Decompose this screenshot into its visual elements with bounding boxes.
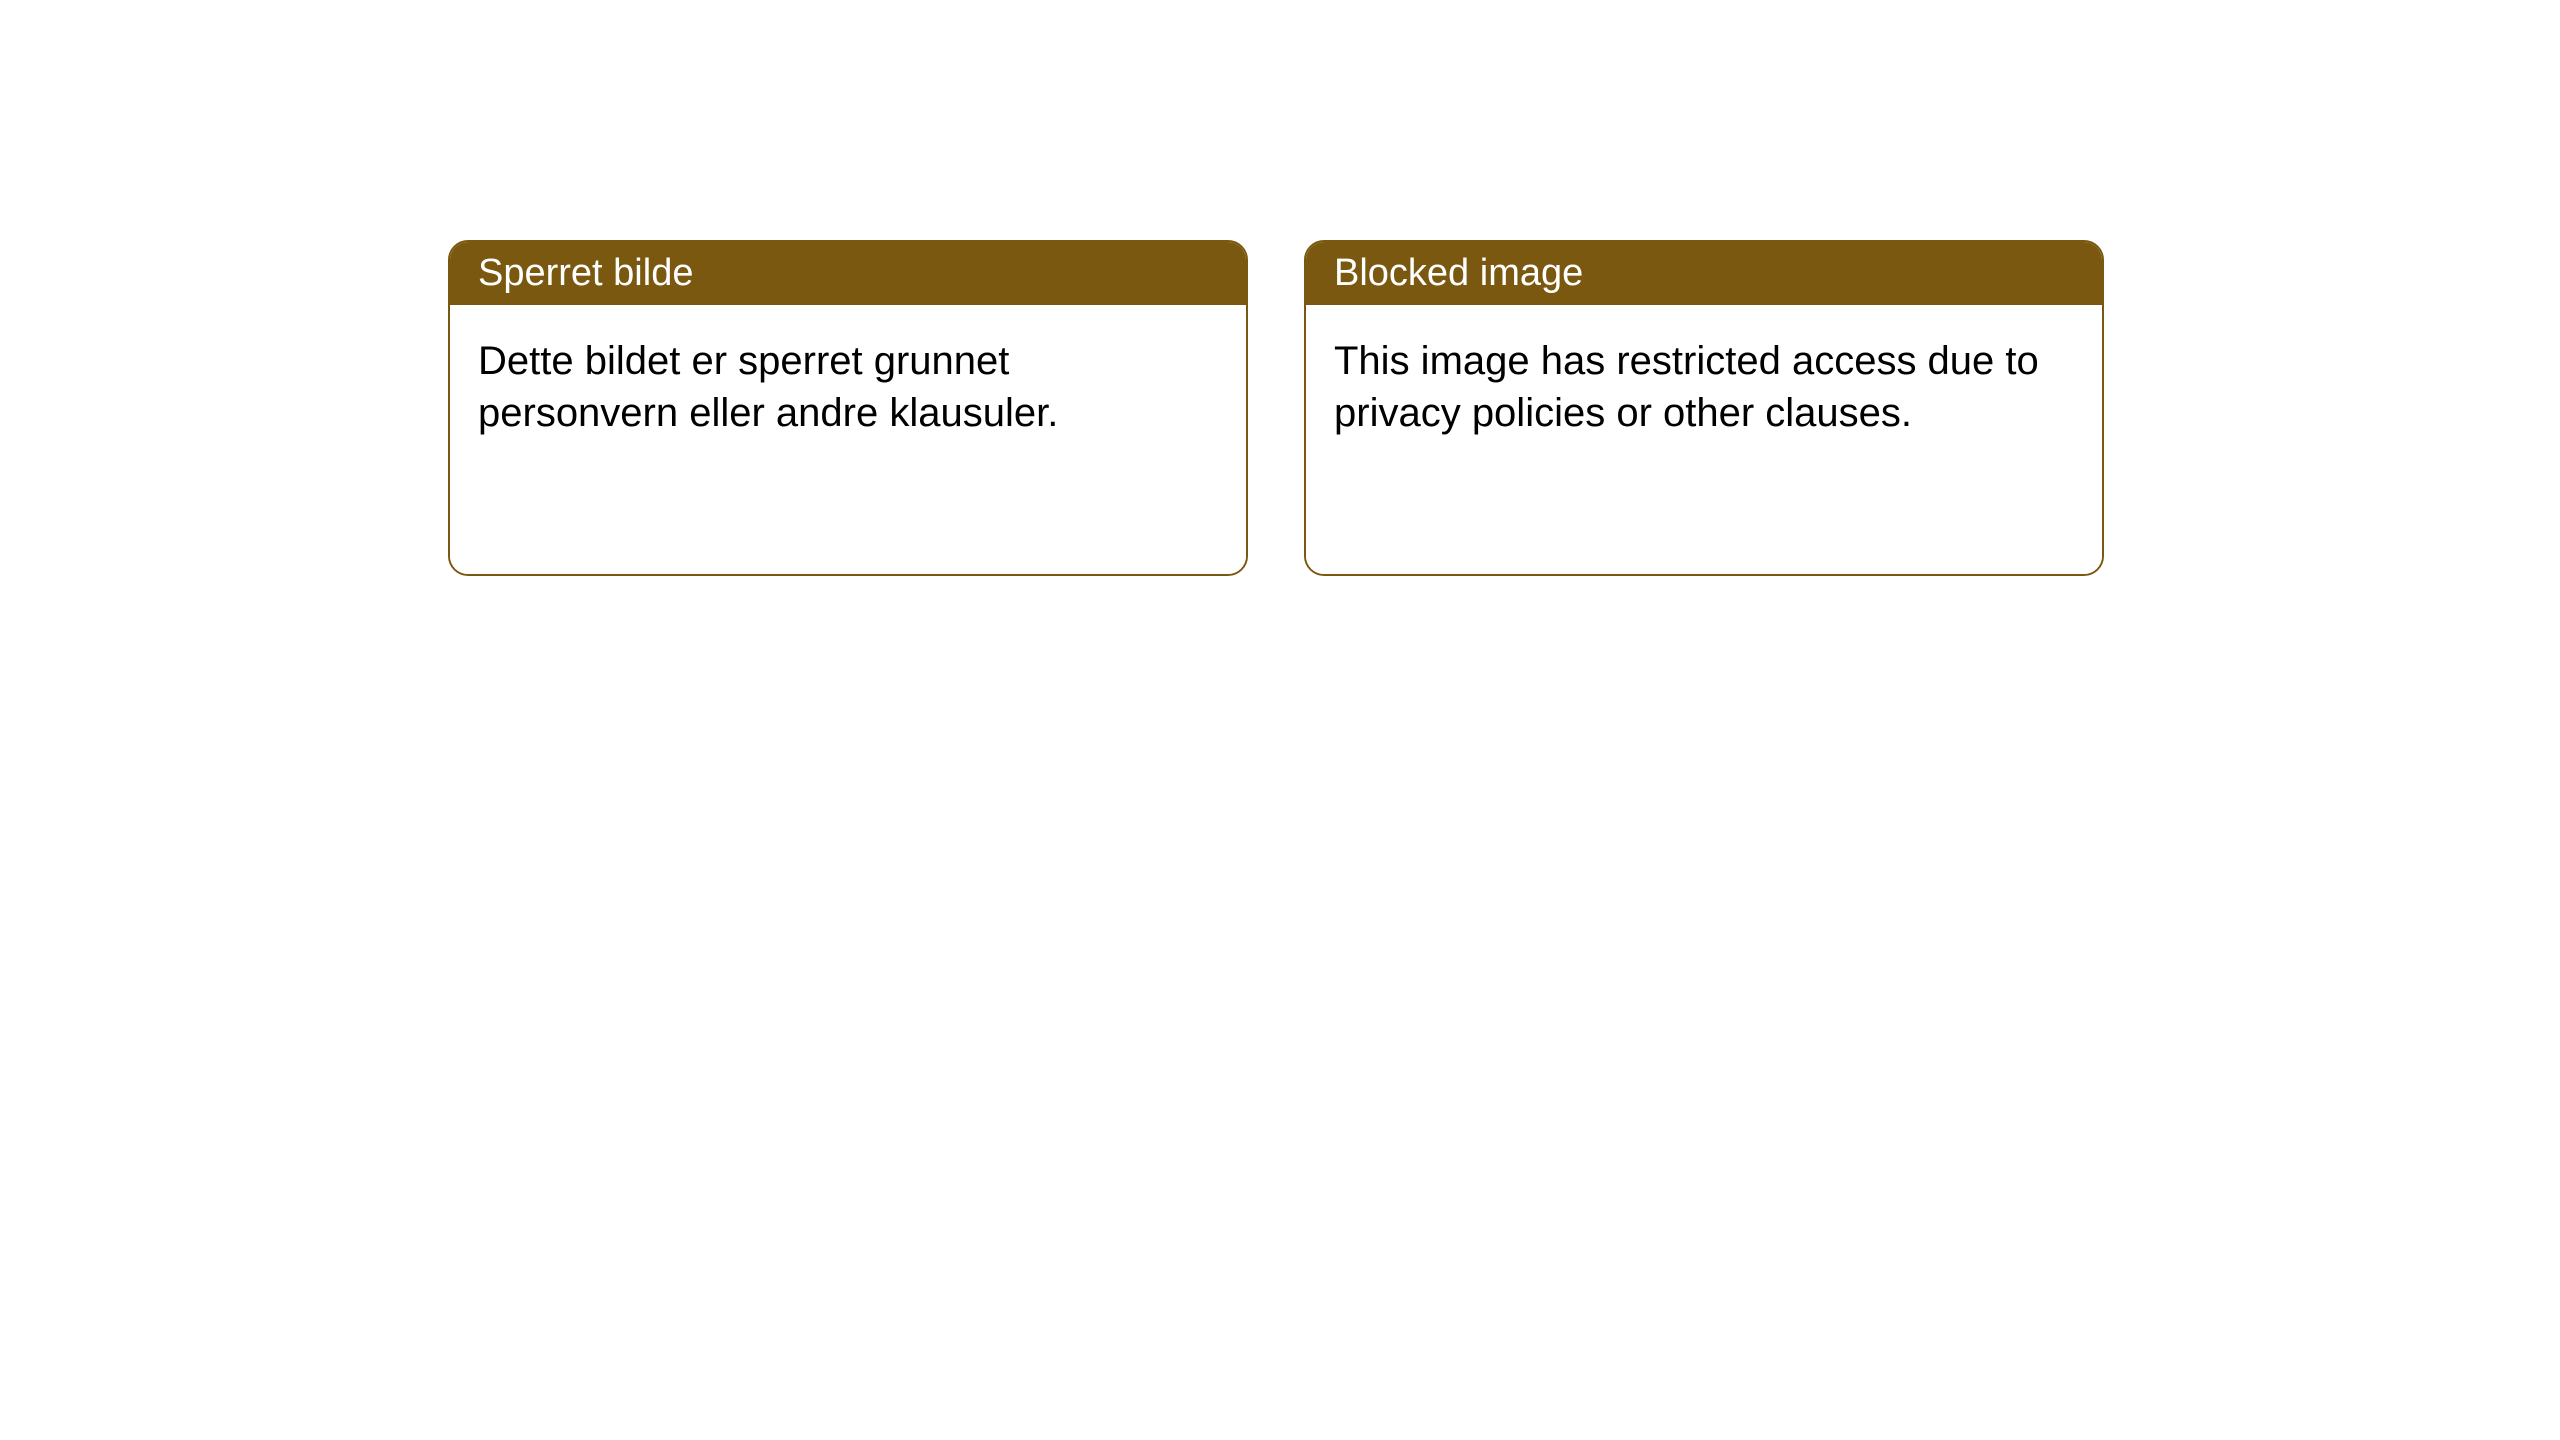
notice-cards-container: Sperret bilde Dette bildet er sperret gr…: [448, 240, 2104, 576]
card-body: This image has restricted access due to …: [1306, 305, 2102, 574]
card-body-text: Dette bildet er sperret grunnet personve…: [478, 335, 1218, 439]
notice-card-norwegian: Sperret bilde Dette bildet er sperret gr…: [448, 240, 1248, 576]
notice-card-english: Blocked image This image has restricted …: [1304, 240, 2104, 576]
card-header-text: Blocked image: [1334, 252, 1583, 294]
card-body-text: This image has restricted access due to …: [1334, 335, 2074, 439]
card-header: Sperret bilde: [450, 242, 1246, 305]
card-body: Dette bildet er sperret grunnet personve…: [450, 305, 1246, 574]
card-header-text: Sperret bilde: [478, 252, 693, 294]
card-header: Blocked image: [1306, 242, 2102, 305]
